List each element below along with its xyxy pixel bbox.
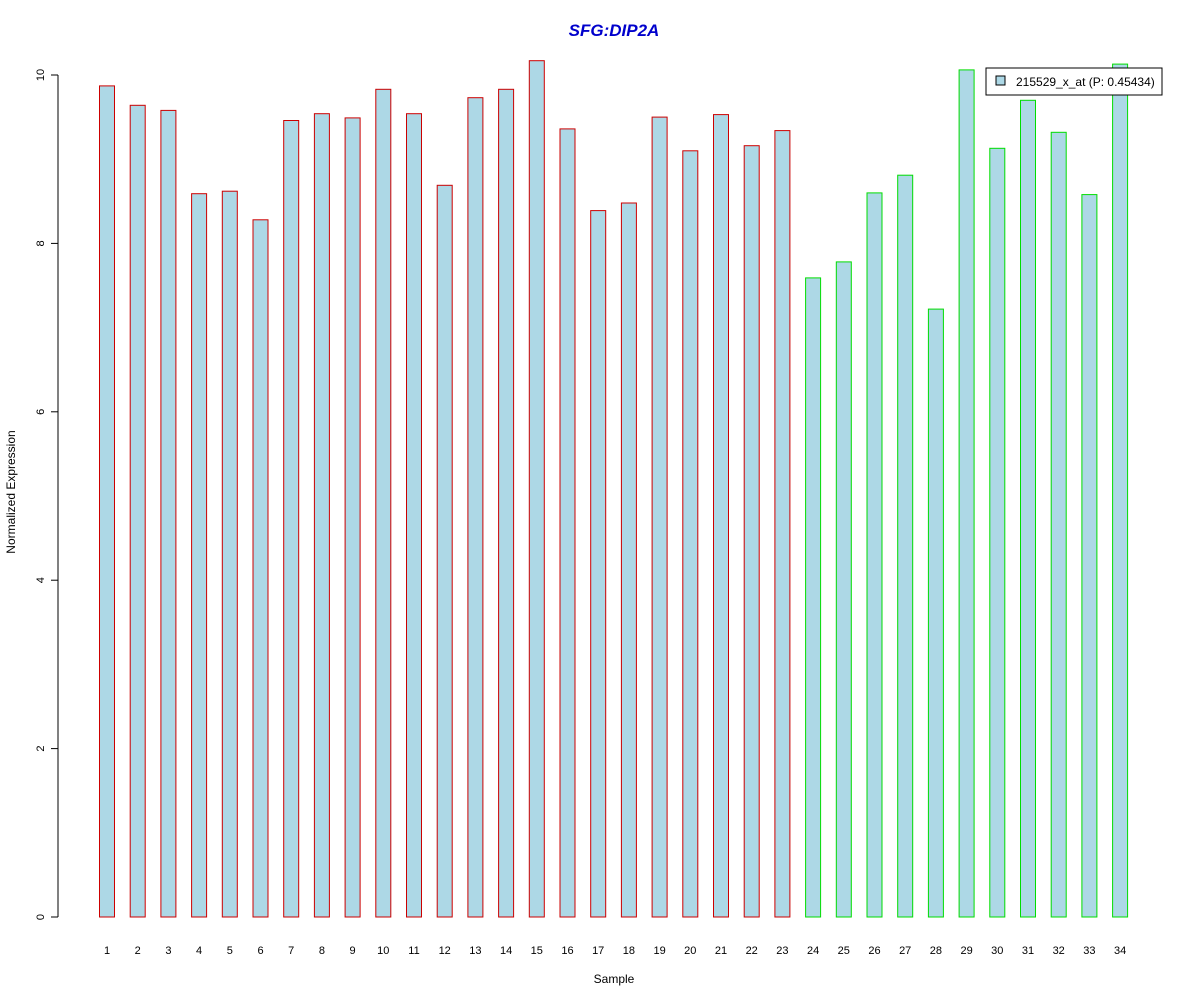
x-tick-label: 5 bbox=[227, 945, 233, 957]
bars bbox=[99, 60, 1129, 918]
x-tick-label: 21 bbox=[715, 945, 727, 957]
bar-sample-10 bbox=[375, 88, 392, 918]
x-tick-label: 33 bbox=[1083, 945, 1095, 957]
x-tick-label: 28 bbox=[930, 945, 942, 957]
bar-sample-4 bbox=[191, 193, 208, 918]
bar-sample-27 bbox=[897, 174, 914, 918]
x-tick-label: 25 bbox=[838, 945, 850, 957]
y-tick-label: 2 bbox=[35, 746, 47, 752]
bar-sample-33 bbox=[1081, 194, 1098, 918]
bar-sample-7 bbox=[283, 120, 300, 918]
x-tick-label: 2 bbox=[135, 945, 141, 957]
x-tick-label: 9 bbox=[350, 945, 356, 957]
x-tick-label: 10 bbox=[377, 945, 389, 957]
x-axis-title: Sample bbox=[594, 972, 635, 986]
bar-sample-30 bbox=[989, 147, 1006, 918]
legend-swatch bbox=[995, 75, 1006, 86]
x-tick-label: 16 bbox=[561, 945, 573, 957]
x-tick-label: 12 bbox=[439, 945, 451, 957]
bar-sample-14 bbox=[498, 88, 515, 918]
bar-sample-34 bbox=[1112, 63, 1129, 918]
bar-sample-26 bbox=[866, 192, 883, 918]
bar-sample-19 bbox=[651, 116, 668, 918]
x-tick-label: 15 bbox=[531, 945, 543, 957]
bar-sample-23 bbox=[774, 130, 791, 918]
y-tick-label: 0 bbox=[35, 914, 47, 920]
x-tick-label: 32 bbox=[1053, 945, 1065, 957]
x-tick-label: 24 bbox=[807, 945, 819, 957]
x-tick-label: 22 bbox=[746, 945, 758, 957]
x-tick-label: 18 bbox=[623, 945, 635, 957]
x-tick-label: 4 bbox=[196, 945, 202, 957]
x-tick-label: 34 bbox=[1114, 945, 1126, 957]
bar-sample-16 bbox=[559, 128, 576, 918]
x-tick-label: 30 bbox=[991, 945, 1003, 957]
bar-sample-31 bbox=[1020, 99, 1036, 918]
bar-sample-25 bbox=[835, 261, 852, 918]
x-tick-label: 13 bbox=[469, 945, 481, 957]
x-tick-label: 19 bbox=[653, 945, 665, 957]
legend-box bbox=[985, 67, 1163, 96]
x-tick-label: 17 bbox=[592, 945, 604, 957]
bar-sample-8 bbox=[313, 113, 330, 918]
y-axis-title: Normalized Expression bbox=[4, 430, 18, 553]
legend: 215529_x_at (P: 0.45434) bbox=[985, 67, 1163, 96]
bar-sample-13 bbox=[467, 97, 484, 918]
bar-sample-2 bbox=[129, 104, 146, 918]
bar-sample-28 bbox=[927, 308, 944, 918]
legend-label: 215529_x_at (P: 0.45434) bbox=[1016, 75, 1155, 89]
x-axis-tick-labels: 1 2 3 4 5 6 7 8 9 10 11 12 13 14 15 16 17 18 19 20 21 22 23 24 2… bbox=[104, 945, 1126, 957]
bar-sample-15 bbox=[528, 60, 545, 918]
y-tick-label: 4 bbox=[35, 577, 47, 583]
bar-sample-22 bbox=[743, 145, 760, 918]
y-tick-label: 10 bbox=[35, 69, 47, 81]
chart-title: SFG:DIP2A bbox=[569, 21, 660, 40]
bar-sample-11 bbox=[406, 113, 422, 918]
bar-sample-9 bbox=[344, 117, 361, 918]
bar-sample-1 bbox=[99, 85, 115, 918]
x-tick-label: 14 bbox=[500, 945, 512, 957]
bar-sample-17 bbox=[590, 210, 607, 918]
bar-sample-5 bbox=[221, 190, 238, 918]
y-tick-label: 8 bbox=[35, 240, 47, 246]
x-tick-label: 27 bbox=[899, 945, 911, 957]
bar-sample-18 bbox=[620, 202, 637, 918]
x-tick-label: 26 bbox=[868, 945, 880, 957]
x-tick-label: 31 bbox=[1022, 945, 1034, 957]
bar-sample-3 bbox=[160, 109, 177, 918]
bar-sample-29 bbox=[958, 69, 975, 918]
bar-sample-12 bbox=[436, 184, 453, 918]
bar-sample-24 bbox=[805, 277, 822, 918]
bar-sample-32 bbox=[1050, 131, 1067, 918]
x-tick-label: 23 bbox=[776, 945, 788, 957]
y-tick-label: 6 bbox=[35, 409, 47, 415]
x-tick-label: 11 bbox=[408, 945, 419, 957]
x-tick-label: 1 bbox=[104, 945, 110, 957]
bar-sample-6 bbox=[252, 219, 269, 918]
bar-sample-20 bbox=[682, 150, 699, 918]
y-axis: 0 2 4 6 8 10 bbox=[35, 69, 59, 920]
x-tick-label: 7 bbox=[288, 945, 294, 957]
bar-sample-21 bbox=[713, 114, 729, 918]
x-tick-label: 6 bbox=[257, 945, 263, 957]
x-tick-label: 20 bbox=[684, 945, 696, 957]
x-tick-label: 8 bbox=[319, 945, 325, 957]
x-tick-label: 29 bbox=[960, 945, 972, 957]
x-tick-label: 3 bbox=[165, 945, 171, 957]
